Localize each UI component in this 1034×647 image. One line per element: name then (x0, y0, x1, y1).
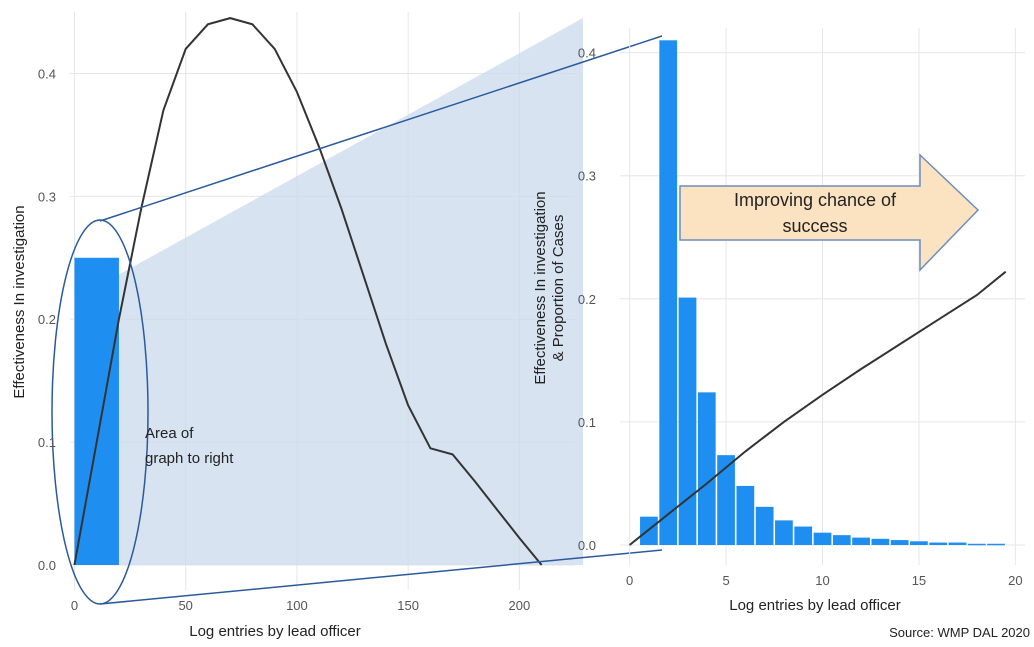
right-bar (987, 543, 1005, 546)
right-x-axis-label: Log entries by lead officer (729, 597, 901, 614)
left-y-axis-label: Effectiveness In investigation (11, 205, 28, 398)
left-y-tick-label: 0.4 (38, 66, 56, 81)
right-y-tick-label: 0.4 (578, 46, 596, 61)
left-x-axis-label: Log entries by lead officer (189, 623, 361, 640)
arrow-label-line-1: Improving chance of (734, 190, 897, 210)
right-chart-ticks: 0.0 0.1 0.2 0.3 0.4 0 5 10 15 20 (578, 46, 1023, 588)
left-annotation-line-2: graph to right (145, 450, 234, 467)
right-y-tick-label: 0.1 (578, 415, 596, 430)
left-x-tick-label: 50 (178, 598, 192, 613)
right-bar (910, 541, 928, 545)
right-bar (948, 542, 967, 545)
right-bar (717, 455, 735, 545)
right-bar (678, 297, 697, 545)
right-x-tick-label: 5 (722, 573, 729, 588)
improvement-arrow (679, 153, 980, 272)
right-bar (813, 532, 832, 545)
left-x-tick-label: 100 (286, 598, 308, 613)
right-bar (755, 506, 774, 545)
right-bar (775, 520, 793, 545)
right-bar (852, 537, 870, 545)
right-x-tick-label: 20 (1008, 573, 1022, 588)
right-bar (736, 485, 755, 545)
right-bar (967, 543, 986, 546)
right-bar (697, 392, 716, 545)
right-bar (832, 535, 851, 545)
left-chart-bars (74, 257, 119, 565)
source-note: Source: WMP DAL 2020 (889, 625, 1030, 640)
zoom-projection-area (100, 18, 583, 565)
right-y-tick-label: 0.2 (578, 292, 596, 307)
right-x-tick-label: 0 (626, 573, 633, 588)
left-chart-curve (73, 17, 543, 566)
right-x-tick-label: 15 (912, 573, 926, 588)
left-x-tick-label: 200 (509, 598, 531, 613)
left-bar (74, 257, 119, 565)
zoom-connector-bottom (99, 549, 663, 605)
left-x-tick-label: 0 (71, 598, 78, 613)
zoom-connector-top (99, 35, 663, 222)
left-chart-ticks: 0.0 0.1 0.2 0.3 0.4 0 50 100 150 200 (38, 66, 530, 613)
left-y-tick-label: 0.2 (38, 312, 56, 327)
right-chart-bars (640, 40, 1005, 546)
right-bar (659, 40, 678, 546)
right-chart-line (628, 270, 1007, 546)
left-x-tick-label: 150 (397, 598, 419, 613)
left-annotation-line-1: Area of (145, 425, 194, 442)
right-bar (929, 542, 948, 545)
right-y-axis-label-line-1: Effectiveness In investigation (532, 191, 549, 384)
left-y-tick-label: 0.1 (38, 435, 56, 450)
right-y-tick-label: 0.0 (578, 538, 596, 553)
arrow-label-line-2: success (782, 216, 847, 236)
left-y-tick-label: 0.0 (38, 558, 56, 573)
right-bar (794, 526, 813, 545)
right-x-tick-label: 10 (815, 573, 829, 588)
right-bar (871, 538, 890, 545)
left-y-tick-label: 0.3 (38, 189, 56, 204)
right-bar (890, 540, 909, 545)
right-y-tick-label: 0.3 (578, 169, 596, 184)
right-y-axis-label-line-2: & Proportion of Cases (550, 215, 567, 362)
